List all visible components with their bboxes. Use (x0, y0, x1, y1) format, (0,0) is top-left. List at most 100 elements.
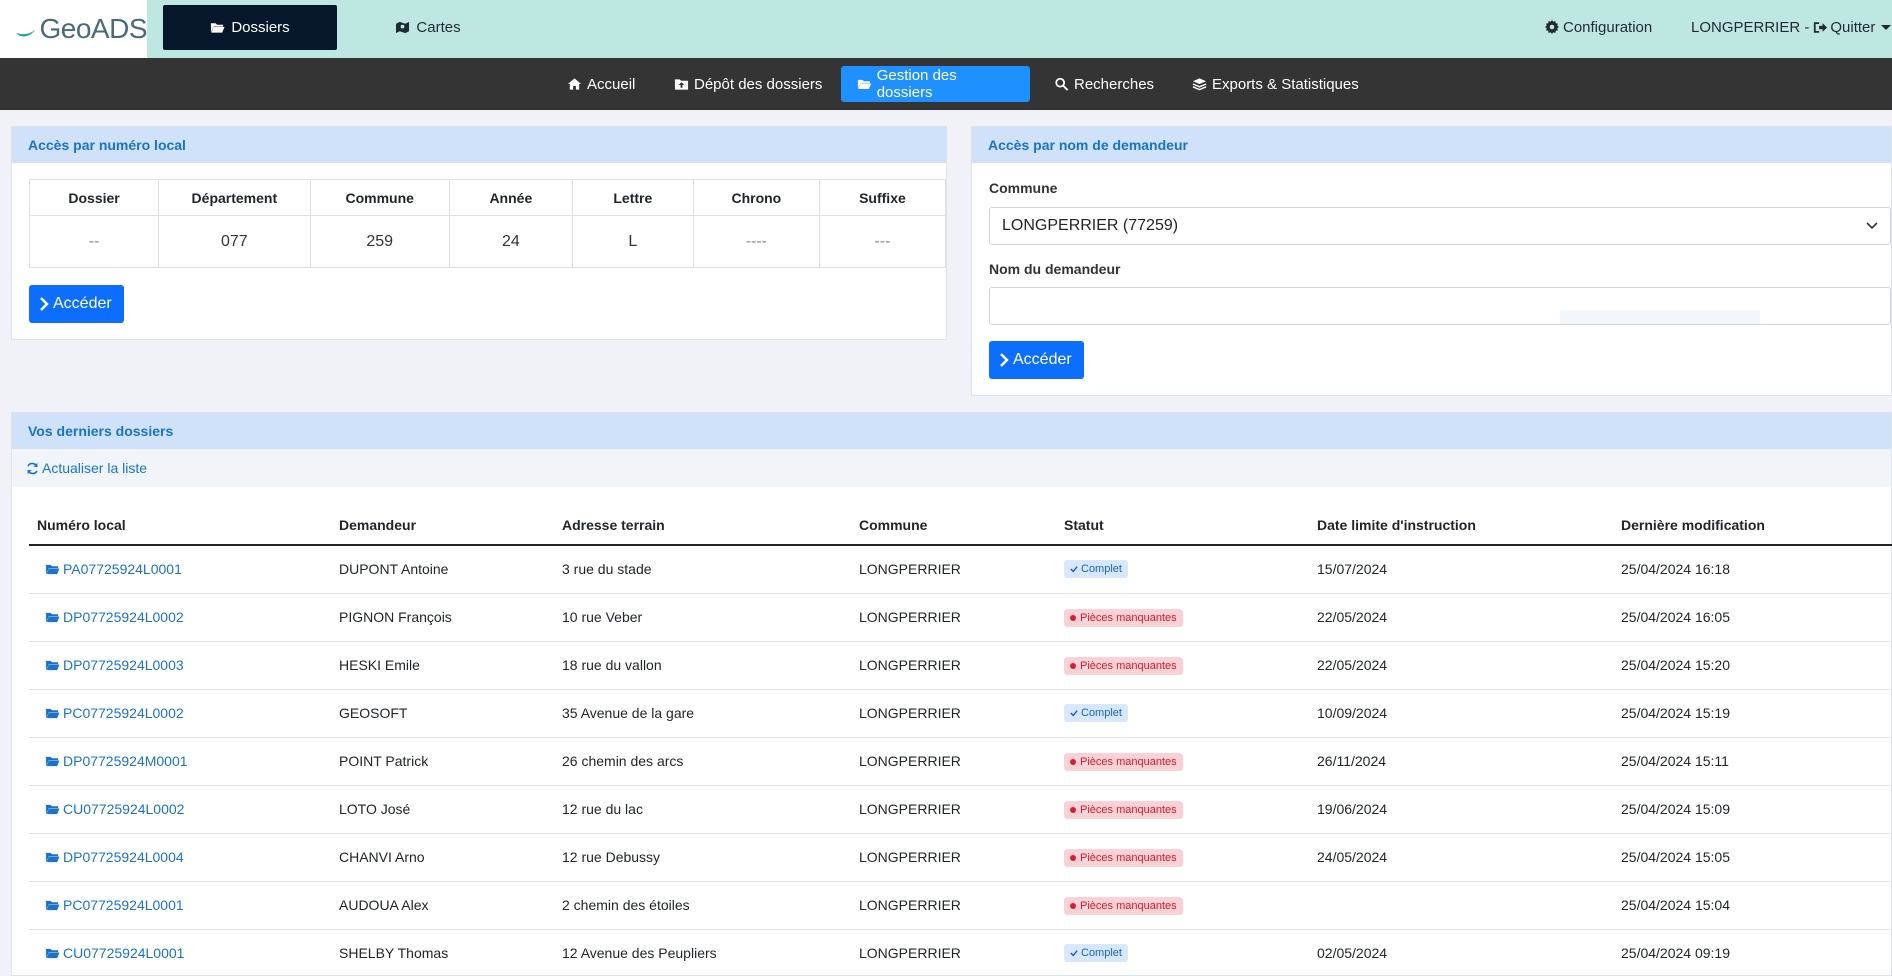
dossier-link[interactable]: DP07725924L0004 (45, 849, 184, 865)
commune-field[interactable]: 259 (309, 215, 450, 268)
check-icon (1070, 710, 1078, 717)
cell-statut: Pièces manquantes (1056, 833, 1309, 882)
annee-field[interactable]: 24 (448, 215, 573, 268)
top-bar: GeoADS Dossiers Cartes Configuration LON… (0, 0, 1892, 58)
table-body: PA07725924L0001 DUPONT Antoine 3 rue du st… (29, 545, 1892, 976)
lettre-field[interactable]: L (571, 215, 694, 268)
table-row[interactable]: PC07725924L0001 AUDOUA Alex 2 chemin des é… (29, 881, 1892, 930)
dossier-number: CU07725924L0002 (63, 800, 185, 817)
recent-dossiers-card: Vos derniers dossiers Actualiser la list… (11, 412, 1892, 976)
dossier-link[interactable]: CU07725924L0002 (45, 801, 184, 817)
cell-numero: PC07725924L0001 (29, 881, 331, 930)
local-number-input-row: -- 077 259 24 L ---- --- (28, 215, 947, 268)
search-icon (1055, 77, 1069, 91)
dossier-link[interactable]: DP07725924L0002 (45, 609, 184, 625)
cell-commune: LONGPERRIER (851, 881, 1056, 930)
main-nav: Accueil Dépôt des dossiers Gestion des d… (0, 58, 1892, 110)
suffixe-field[interactable]: --- (818, 215, 947, 268)
refresh-list-link[interactable]: Actualiser la liste (26, 460, 147, 476)
dossier-link[interactable]: PC07725924L0001 (45, 897, 184, 913)
cell-derniere-modification: 25/04/2024 15:20 (1613, 641, 1892, 690)
top-tab-cartes[interactable]: Cartes (378, 5, 478, 50)
map-icon (396, 21, 410, 34)
cell-adresse: 12 Avenue des Peupliers (554, 929, 851, 976)
dossier-link[interactable]: DP07725924M0001 (45, 753, 188, 769)
recent-dossiers-table: Numéro local Demandeur Adresse terrain C… (29, 505, 1892, 976)
nav-item-exports[interactable]: Exports & Statistiques (1176, 66, 1375, 102)
column-header[interactable]: Dernière modification (1613, 505, 1892, 546)
departement-field[interactable]: 077 (158, 215, 311, 268)
table-row[interactable]: DP07725924L0003 HESKI Emile 18 rue du vall… (29, 641, 1892, 690)
dossier-link[interactable]: PC07725924L0002 (45, 705, 184, 721)
table-row[interactable]: CU07725924L0001 SHELBY Thomas 12 Avenue de… (29, 929, 1892, 976)
cell-numero: PA07725924L0001 (29, 545, 331, 594)
column-header[interactable]: Adresse terrain (554, 505, 851, 546)
nav-item-label: Dépôt des dossiers (694, 75, 823, 93)
header-lettre: Lettre (571, 179, 694, 216)
nav-item-gestion[interactable]: Gestion des dossiers (841, 66, 1030, 102)
cell-adresse: 18 rue du vallon (554, 641, 851, 690)
cell-date-limite: 22/05/2024 (1309, 641, 1613, 690)
top-tab-dossiers[interactable]: Dossiers (163, 5, 337, 50)
status-label: Complet (1081, 707, 1122, 719)
cell-commune: LONGPERRIER (851, 689, 1056, 738)
nav-item-label: Exports & Statistiques (1212, 75, 1359, 93)
cell-adresse: 26 chemin des arcs (554, 737, 851, 786)
dossier-field[interactable]: -- (28, 215, 160, 268)
table-row[interactable]: CU07725924L0002 LOTO José 12 rue du lac LON… (29, 785, 1892, 834)
folder-open-icon (46, 612, 60, 622)
cell-commune: LONGPERRIER (851, 737, 1056, 786)
dossier-link[interactable]: PA07725924L0001 (45, 561, 182, 577)
gear-icon (1545, 20, 1559, 34)
status-label: Complet (1081, 563, 1122, 576)
column-header[interactable]: Statut (1056, 505, 1309, 546)
table-row[interactable]: PA07725924L0001 DUPONT Antoine 3 rue du st… (29, 545, 1892, 594)
geoads-logo[interactable]: GeoADS (0, 0, 147, 58)
cell-date-limite: 10/09/2024 (1309, 689, 1613, 738)
local-access-button[interactable]: Accéder (29, 285, 124, 323)
top-tab-label: Cartes (416, 19, 461, 36)
header-annee: Année (448, 179, 573, 216)
cell-date-limite: 15/07/2024 (1309, 545, 1613, 594)
cell-adresse: 10 rue Veber (554, 593, 851, 642)
header-chrono: Chrono (692, 179, 820, 216)
nav-item-recherches[interactable]: Recherches (1038, 66, 1170, 102)
column-header[interactable]: Demandeur (331, 505, 554, 546)
table-row[interactable]: DP07725924L0002 PIGNON François 10 rue Veb… (29, 593, 1892, 642)
cell-derniere-modification: 25/04/2024 15:11 (1613, 737, 1892, 786)
status-label: Complet (1081, 947, 1122, 959)
cell-demandeur: POINT Patrick (331, 737, 554, 786)
cell-commune: LONGPERRIER (851, 545, 1056, 594)
cell-derniere-modification: 25/04/2024 15:19 (1613, 689, 1892, 738)
dossier-link[interactable]: CU07725924L0001 (45, 945, 184, 961)
header-suffixe: Suffixe (818, 179, 947, 216)
folder-open-icon (857, 79, 872, 90)
table-row[interactable]: DP07725924M0001 POINT Patrick 26 chemin de… (29, 737, 1892, 786)
applicant-name-input[interactable] (989, 287, 1891, 325)
column-header[interactable]: Commune (851, 505, 1056, 546)
cell-demandeur: GEOSOFT (331, 689, 554, 738)
status-badge: Complet (1064, 560, 1128, 579)
cell-derniere-modification: 25/04/2024 16:18 (1613, 545, 1892, 594)
cell-numero: DP07725924L0002 (29, 593, 331, 642)
cell-date-limite: 19/06/2024 (1309, 785, 1613, 834)
configuration-link[interactable]: Configuration (1545, 0, 1652, 54)
dossier-link[interactable]: DP07725924L0003 (45, 657, 184, 673)
column-header[interactable]: Numéro local (29, 505, 331, 546)
check-icon (1070, 950, 1078, 957)
table-row[interactable]: PC07725924L0002 GEOSOFT 35 Avenue de la ga… (29, 689, 1892, 738)
table-row[interactable]: DP07725924L0004 CHANVI Arno 12 rue Debussy… (29, 833, 1892, 882)
caret-down-icon (1881, 24, 1892, 30)
dossier-number: DP07725924L0002 (63, 608, 184, 625)
nav-item-accueil[interactable]: Accueil (551, 66, 651, 102)
cell-derniere-modification: 25/04/2024 15:04 (1613, 881, 1892, 930)
user-label: LONGPERRIER - (1691, 18, 1810, 36)
commune-select[interactable]: LONGPERRIER (77259) (989, 207, 1891, 245)
layers-icon (1192, 78, 1207, 91)
column-header[interactable]: Date limite d'instruction (1309, 505, 1613, 546)
name-access-button[interactable]: Accéder (989, 341, 1084, 379)
chrono-field[interactable]: ---- (692, 215, 820, 268)
cell-numero: DP07725924M0001 (29, 737, 331, 786)
nav-item-depot[interactable]: Dépôt des dossiers (658, 66, 838, 102)
user-menu[interactable]: LONGPERRIER - Quitter (1691, 0, 1892, 54)
